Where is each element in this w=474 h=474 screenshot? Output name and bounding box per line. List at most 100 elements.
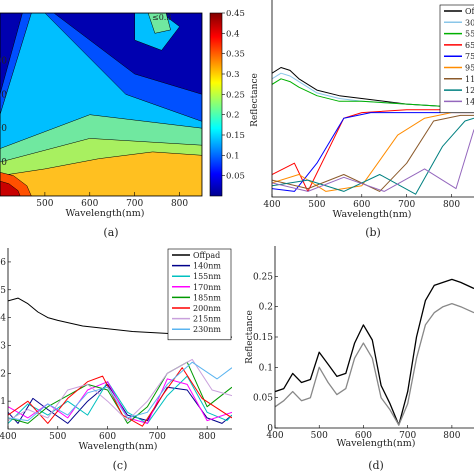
colorbar-tick-label: 0.05 — [226, 172, 245, 182]
series-line — [8, 361, 232, 422]
legend-label: 170nm — [193, 283, 221, 292]
legend-label: 95n — [465, 64, 474, 73]
legend-label: 185nm — [193, 293, 221, 302]
y-tick-label: .4 — [0, 314, 6, 324]
panel-b-x-ticks: 400 500 600 700 800 — [263, 194, 460, 210]
y-tick-label: 0.2 — [259, 303, 273, 313]
legend-label: 230nm — [193, 325, 221, 334]
caption-b: (b) — [365, 226, 381, 239]
x-tick-label: 600 — [353, 200, 370, 210]
legend-label: Offp — [465, 7, 474, 16]
y-tick-label: .2 — [0, 369, 6, 379]
colorbar-ticks: 0.45 0.4 0.35 0.3 0.25 0.2 0.15 0.1 0.05 — [222, 9, 245, 182]
panel-b-xlabel: Wavelength(nm) — [333, 209, 412, 220]
panel-a-frame — [0, 12, 203, 197]
caption-a: (a) — [103, 226, 118, 239]
panel-b-legend: Offp 30n 55n 65n 75n 95n 110 12 140 — [439, 4, 474, 113]
x-tick-label: 400 — [0, 432, 17, 442]
colorbar-tick-label: 0.2 — [226, 111, 240, 121]
legend-label: 200nm — [193, 304, 221, 313]
x-tick-label: 600 — [99, 432, 116, 442]
panel-a-x-ticks: 500 600 700 800 — [36, 192, 188, 209]
legend-label: 215nm — [193, 315, 221, 324]
y-tick-label: 0.1 — [259, 363, 273, 373]
panel-d-axes — [274, 246, 474, 429]
panel-d-y-ticks: 0 0.05 0.1 0.15 0.2 0.25 — [253, 272, 278, 434]
series-line — [272, 112, 474, 192]
panel-a-xlabel: Wavelength(nm) — [66, 208, 145, 219]
legend-label: 110 — [465, 75, 474, 84]
x-tick-label: 800 — [199, 432, 216, 442]
y-tick-label: 0.15 — [253, 333, 273, 343]
panel-b-ylabel: Reflectance — [250, 73, 260, 127]
y-tick-label: .3 — [0, 341, 6, 351]
x-tick-label: 500 — [49, 432, 66, 442]
panel-d-line-chart: 400 500 600 700 800 0 0.05 0.1 0.15 0.2 0.25 Refl… — [245, 246, 474, 449]
series-line — [272, 109, 474, 192]
legend-label: 140 — [465, 97, 474, 106]
legend-label: 12 — [465, 86, 474, 95]
legend-label: Offpad — [193, 251, 220, 260]
caption-d: (d) — [368, 459, 384, 472]
legend-label: 30n — [465, 18, 474, 27]
colorbar-tick-label: 0.1 — [226, 151, 240, 161]
series-line — [8, 361, 232, 424]
x-tick-label: 500 — [36, 199, 53, 209]
caption-c: (c) — [113, 459, 128, 472]
colorbar — [209, 12, 223, 197]
x-tick-label: 700 — [399, 431, 416, 441]
colorbar-tick-label: 0.15 — [226, 131, 245, 141]
y-tick-label: 00 — [0, 56, 7, 66]
panel-c-xlabel: Wavelength(nm) — [79, 441, 158, 452]
panel-d-xlabel: Wavelength(nm) — [337, 438, 416, 449]
colorbar-tick-label: 0.45 — [226, 9, 245, 19]
x-tick-label: 600 — [355, 431, 372, 441]
series-line — [275, 302, 474, 426]
series-line — [272, 117, 474, 195]
x-tick-label: 400 — [266, 431, 283, 441]
legend-label: 65n — [465, 41, 474, 50]
contour-region — [0, 180, 21, 196]
x-tick-label: 800 — [443, 200, 460, 210]
heatmap-contours — [0, 13, 202, 196]
legend-label: 140nm — [193, 262, 221, 271]
panel-c-line-chart: 400 500 600 700 800 .1 .2 .3 .4 .5 .6 Offpad 140nm… — [0, 248, 232, 452]
x-tick-label: 700 — [126, 199, 143, 209]
y-tick-label: 0.25 — [253, 272, 273, 282]
colorbar-tick-label: 0.4 — [226, 29, 240, 39]
contour-region — [0, 151, 202, 196]
colorbar-tick-label: 0.25 — [226, 90, 245, 100]
legend-box — [167, 248, 232, 341]
x-tick-label: 500 — [311, 431, 328, 441]
x-tick-label: 800 — [171, 199, 188, 209]
legend-label: 55n — [465, 30, 474, 39]
panel-c-x-ticks: 400 500 600 700 800 — [0, 426, 216, 442]
x-tick-label: 800 — [443, 431, 460, 441]
panel-d-x-ticks: 400 500 600 700 800 — [266, 425, 461, 441]
heatmap-annotation: ≤0.3 — [152, 13, 171, 22]
y-tick-label: 0 — [267, 424, 273, 434]
series-line — [272, 114, 474, 192]
series-line — [272, 129, 474, 192]
x-tick-label: 500 — [308, 200, 325, 210]
y-tick-label: .1 — [0, 397, 6, 407]
legend-label: 155nm — [193, 272, 221, 281]
panel-a-y-ticks: 50 00 50 00 — [0, 56, 7, 168]
panel-b-series — [272, 67, 474, 195]
panel-d-series — [275, 278, 474, 426]
y-tick-label: .6 — [0, 258, 6, 268]
x-tick-label: 600 — [81, 199, 98, 209]
series-line — [272, 78, 474, 108]
contour-region — [147, 13, 171, 34]
colorbar-tick-label: 0.35 — [226, 50, 245, 60]
x-tick-label: 400 — [263, 200, 280, 210]
y-tick-label: 50 — [0, 158, 7, 168]
colorbar-tick-label: 0.3 — [226, 70, 240, 80]
panel-d-ylabel: Reflectance — [245, 310, 255, 364]
legend-label: 75n — [465, 52, 474, 61]
x-tick-label: 700 — [398, 200, 415, 210]
panel-a-heatmap: 500 600 700 800 50 00 50 00 ≤0.3 Wavelength(nm… — [0, 9, 245, 219]
y-tick-label: 0.05 — [253, 394, 273, 404]
